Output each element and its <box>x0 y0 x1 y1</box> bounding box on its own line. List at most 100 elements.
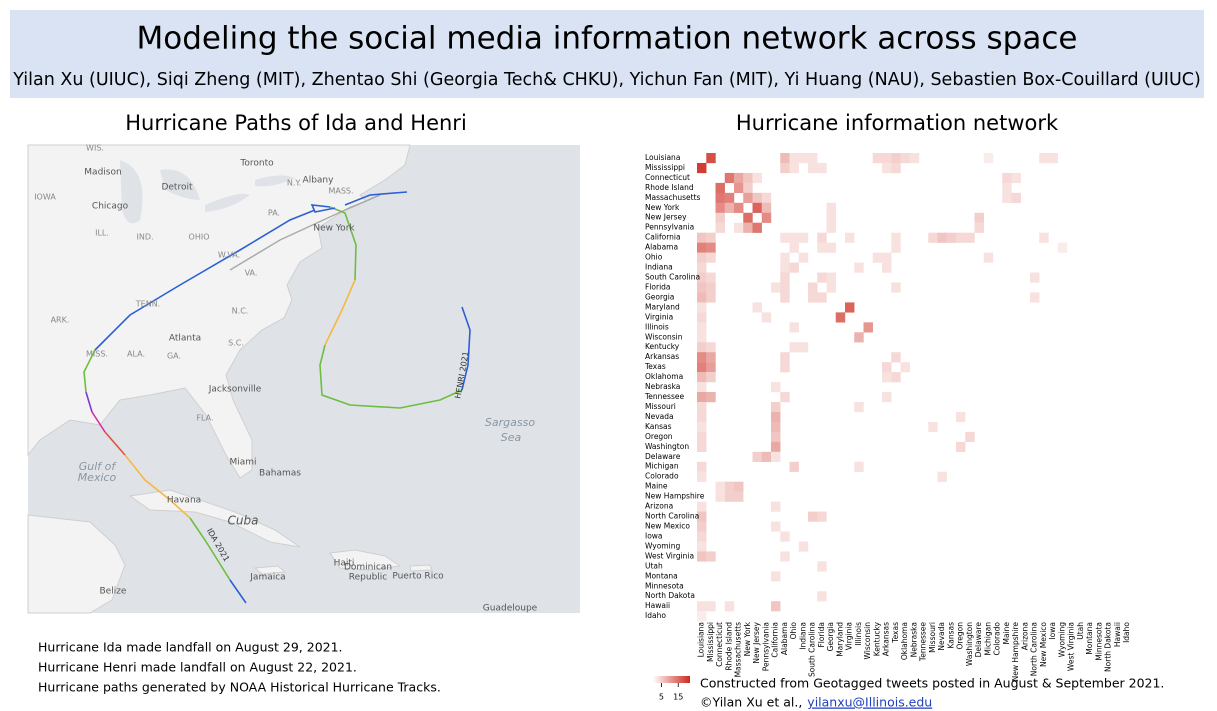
heatmap-cell <box>1030 292 1040 303</box>
heatmap-cell <box>724 172 735 184</box>
heatmap-cell <box>826 282 836 293</box>
heatmap-cell <box>817 232 827 243</box>
heatmap-cell <box>771 601 781 612</box>
poster-title: Modeling the social media information ne… <box>137 21 1078 57</box>
heatmap-cell <box>724 481 735 492</box>
row-label: Georgia <box>645 292 674 301</box>
heatmap-cell <box>1057 242 1068 253</box>
heatmap-cell <box>697 162 707 174</box>
heatmap-cell <box>808 292 818 303</box>
heatmap-cell <box>1048 153 1058 164</box>
map-label: VA. <box>245 269 258 278</box>
heatmap-cell <box>706 372 716 383</box>
lake <box>160 169 200 200</box>
heatmap-cell <box>771 451 781 462</box>
heatmap-cell <box>891 153 901 164</box>
heatmap-cell <box>983 252 994 263</box>
map-label: Cuba <box>228 514 259 528</box>
column-label: Tennessee <box>919 622 928 662</box>
column-label: Delaware <box>974 622 983 658</box>
map-label: Bahamas <box>259 469 301 479</box>
map-label: OHIO <box>189 233 210 242</box>
lake <box>255 175 295 187</box>
heatmap-cell <box>817 162 827 174</box>
row-label: Colorado <box>645 472 679 481</box>
heatmap-cell <box>882 362 892 373</box>
heatmap-cell <box>780 262 790 273</box>
heatmap-cell <box>697 372 707 383</box>
track-segment <box>104 431 126 456</box>
column-label: Alabama <box>780 622 789 655</box>
heatmap-cell <box>734 222 744 233</box>
column-label: Virginia <box>845 622 854 650</box>
row-label: Alabama <box>645 243 678 252</box>
track-segment <box>85 391 93 413</box>
row-label: Wyoming <box>645 541 680 550</box>
heatmap-cell <box>706 342 716 353</box>
map-label: IOWA <box>34 193 56 202</box>
row-label: South Carolina <box>645 273 700 282</box>
heatmap-cell <box>724 192 735 203</box>
lake <box>205 193 250 212</box>
row-label: Tennessee <box>644 392 684 401</box>
map-label: S.C. <box>228 339 244 348</box>
heatmap-cell <box>965 431 975 443</box>
puerto-rico <box>409 564 433 572</box>
column-label: Louisiana <box>697 622 706 657</box>
heatmap-cell <box>965 232 975 243</box>
heatmap-cell <box>872 153 883 164</box>
track-segment <box>461 306 471 391</box>
heatmap-cell <box>882 392 892 403</box>
heatmap-cell <box>882 153 892 164</box>
map <box>27 144 580 614</box>
heatmap-cell <box>752 172 762 184</box>
heatmap-cell <box>752 192 762 203</box>
column-label: Maryland <box>835 622 844 657</box>
heatmap-cell <box>697 421 707 433</box>
heatmap-cell <box>761 192 772 203</box>
heatmap-cell <box>697 461 707 472</box>
heatmap-cell <box>697 322 707 333</box>
column-label: Wyoming <box>1057 622 1066 657</box>
heatmap-cell <box>715 491 725 502</box>
row-label: Pennsylvania <box>645 223 694 232</box>
heatmap-cell <box>928 421 938 433</box>
column-label: North Dakota <box>1104 622 1113 672</box>
column-label: South Carolina <box>808 622 817 677</box>
row-label: Illinois <box>645 322 669 331</box>
map-label: ARK. <box>51 316 70 325</box>
map-label: Havana <box>167 496 201 506</box>
heatmap-cell <box>734 202 744 213</box>
row-label: Iowa <box>645 531 663 540</box>
heatmap-cell <box>780 551 790 562</box>
heatmap-cell <box>808 162 818 174</box>
column-label: Nebraska <box>909 622 918 657</box>
heatmap-cell <box>826 202 836 213</box>
track-segment <box>94 209 316 351</box>
row-label: Wisconsin <box>645 332 683 341</box>
row-label: Hawaii <box>645 601 670 610</box>
heatmap-cell <box>780 272 790 283</box>
map-note: Hurricane Henri made landfall on August … <box>38 660 357 675</box>
heatmap-cell <box>697 402 707 413</box>
heatmap-cell <box>697 441 707 452</box>
map-label: Gulf of <box>79 460 118 473</box>
email-link[interactable]: yilanxu@Illinois.edu <box>807 695 932 710</box>
heatmap-cell <box>734 182 744 194</box>
heatmap-cell <box>863 322 873 333</box>
column-label: Maine <box>1002 622 1011 645</box>
row-label: Ohio <box>645 253 663 262</box>
column-label: Kentucky <box>872 621 881 656</box>
row-label: California <box>645 233 681 242</box>
map-label: Belize <box>100 587 127 597</box>
track-segment <box>319 344 463 409</box>
heatmap-cell <box>882 252 892 263</box>
heatmap-cell <box>706 242 716 253</box>
heatmap-cell <box>891 162 901 174</box>
heatmap-cell <box>697 282 707 293</box>
heatmap-cell <box>743 172 753 184</box>
heatmap-cell <box>697 611 707 622</box>
heatmap-cell <box>715 182 725 194</box>
row-label: Idaho <box>645 611 666 620</box>
